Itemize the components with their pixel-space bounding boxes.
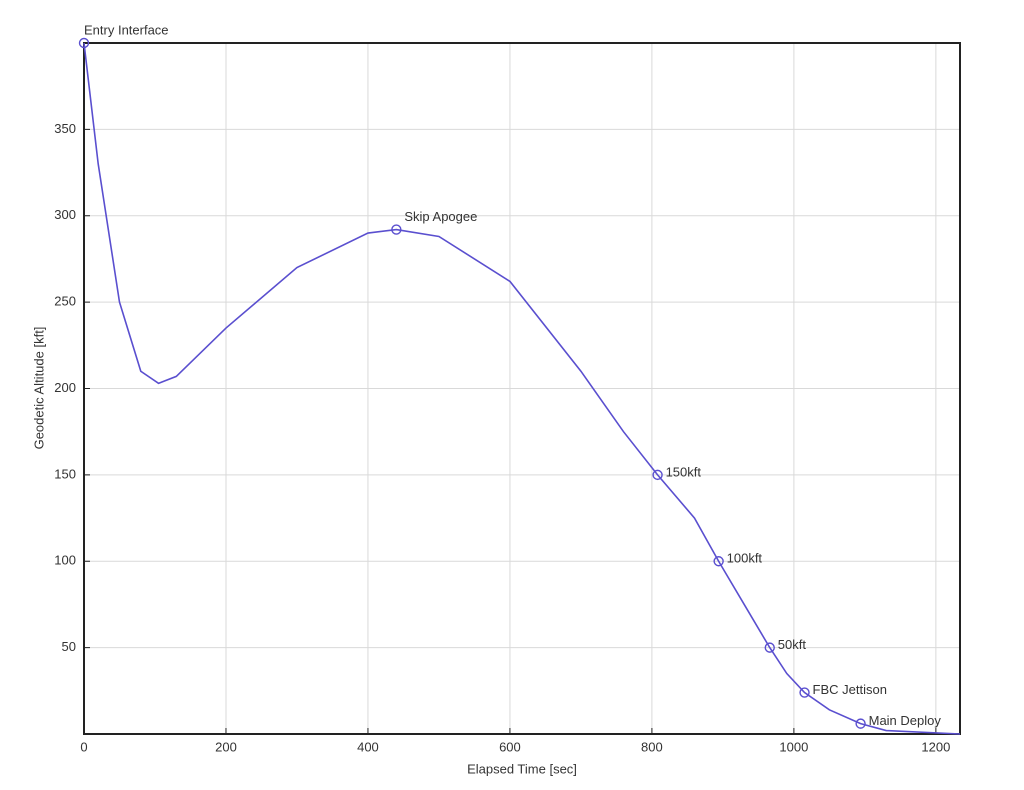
x-axis-label: Elapsed Time [sec]: [467, 761, 577, 776]
series-line: [83, 42, 961, 735]
event-label: 150kft: [666, 464, 702, 479]
event-label: 100kft: [727, 551, 763, 566]
event-label: Main Deploy: [869, 713, 942, 728]
event-marker: [391, 224, 402, 235]
event-marker: [764, 642, 775, 653]
y-tick-label: 150: [54, 466, 76, 481]
x-tick-label: 1200: [921, 739, 950, 754]
event-marker: [799, 687, 810, 698]
event-marker: [652, 469, 663, 481]
x-tick-label: 200: [215, 739, 237, 754]
x-tick-label: 600: [499, 739, 521, 754]
x-tick-label: 1000: [779, 739, 808, 754]
event-label: Entry Interface: [84, 22, 169, 37]
x-tick-label: 0: [80, 739, 87, 754]
y-tick-label: 350: [54, 121, 76, 136]
x-tick-label: 800: [641, 739, 663, 754]
y-axis-label: Geodetic Altitude [kft]: [31, 327, 46, 450]
y-tick-label: 200: [54, 380, 76, 395]
event-label: FBC Jettison: [813, 682, 887, 697]
y-tick-label: 50: [62, 639, 76, 654]
plot-frame: [83, 42, 961, 735]
y-tick-label: 100: [54, 553, 76, 568]
x-tick-label: 400: [357, 739, 379, 754]
event-label: Skip Apogee: [404, 209, 477, 224]
y-tick-label: 250: [54, 294, 76, 309]
y-tick-label: 300: [54, 207, 76, 222]
event-label: 50kft: [778, 637, 807, 652]
event-marker: [78, 37, 90, 49]
event-marker: [855, 718, 866, 729]
event-marker: [713, 556, 724, 567]
